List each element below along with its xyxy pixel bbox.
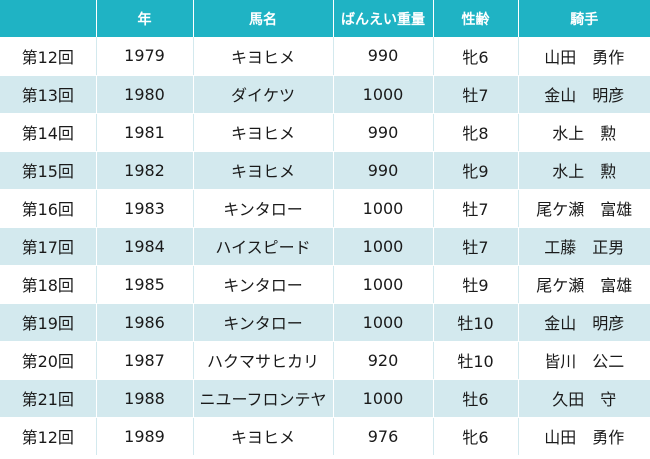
- cell-weight: 990: [333, 113, 434, 152]
- header-jockey: 騎手: [570, 11, 599, 28]
- cell-jockey: 水上 勲: [518, 151, 650, 190]
- cell-sex-age: 牡9: [433, 265, 519, 304]
- cell-horse: ニユーフロンテヤ: [193, 379, 334, 418]
- cell-weight: 1000: [333, 265, 434, 304]
- cell-jockey: 皆川 公二: [518, 341, 650, 380]
- header-horse: 馬名: [193, 0, 334, 37]
- cell-horse: キヨヒメ: [193, 37, 334, 76]
- table-row: 第20回 1987 ハクマサヒカリ 920 牡10 皆川 公二: [0, 341, 650, 380]
- cell-race: 第17回: [0, 227, 97, 266]
- cell-year: 1979: [96, 37, 194, 76]
- cell-year: 1989: [96, 417, 194, 456]
- cell-race: 第12回: [0, 37, 97, 76]
- cell-weight: 1000: [333, 227, 434, 266]
- cell-weight: 1000: [333, 379, 434, 418]
- cell-year: 1985: [96, 265, 194, 304]
- cell-sex-age: 牝8: [433, 113, 519, 152]
- header-race: [0, 0, 97, 37]
- cell-year: 1980: [96, 75, 194, 114]
- header-sex-age: 性齢: [433, 0, 519, 37]
- cell-race: 第13回: [0, 75, 97, 114]
- cell-jockey: 久田 守: [518, 379, 650, 418]
- cell-horse: キヨヒメ: [193, 113, 334, 152]
- cell-jockey: 金山 明彦: [518, 75, 650, 114]
- cell-race: 第14回: [0, 113, 97, 152]
- cell-weight: 976: [333, 417, 434, 456]
- cell-sex-age: 牝6: [433, 37, 519, 76]
- cell-jockey: 水上 勲: [518, 113, 650, 152]
- header-weight: ばんえい重量: [333, 0, 434, 37]
- cell-horse: キンタロー: [193, 303, 334, 342]
- cell-jockey: 尾ケ瀬 富雄: [518, 189, 650, 228]
- cell-weight: 1000: [333, 75, 434, 114]
- cell-race: 第18回: [0, 265, 97, 304]
- cell-sex-age: 牡10: [433, 341, 519, 380]
- cell-horse: キンタロー: [193, 189, 334, 228]
- table-row: 第21回 1988 ニユーフロンテヤ 1000 牡6 久田 守: [0, 379, 650, 418]
- table-row: 第13回 1980 ダイケツ 1000 牡7 金山 明彦: [0, 75, 650, 114]
- table-row: 第12回 1979 キヨヒメ 990 牝6 山田 勇作: [0, 37, 650, 76]
- cell-year: 1981: [96, 113, 194, 152]
- table-row: 第12回 1989 キヨヒメ 976 牝6 山田 勇作: [0, 417, 650, 456]
- cell-jockey: 山田 勇作: [518, 37, 650, 76]
- cell-race: 第15回: [0, 151, 97, 190]
- cell-sex-age: 牡6: [433, 379, 519, 418]
- table-row: 第14回 1981 キヨヒメ 990 牝8 水上 勲: [0, 113, 650, 152]
- cell-jockey: 金山 明彦: [518, 303, 650, 342]
- cell-year: 1982: [96, 151, 194, 190]
- table-row: 第19回 1986 キンタロー 1000 牡10 金山 明彦: [0, 303, 650, 342]
- cell-horse: キンタロー: [193, 265, 334, 304]
- cell-year: 1986: [96, 303, 194, 342]
- cell-year: 1987: [96, 341, 194, 380]
- cell-year: 1984: [96, 227, 194, 266]
- cell-horse: ハイスピード: [193, 227, 334, 266]
- cell-weight: 990: [333, 37, 434, 76]
- cell-horse: ハクマサヒカリ: [193, 341, 334, 380]
- cell-horse: キヨヒメ: [193, 417, 334, 456]
- table-row: 第17回 1984 ハイスピード 1000 牡7 工藤 正男: [0, 227, 650, 266]
- cell-sex-age: 牡7: [433, 227, 519, 266]
- cell-jockey: 山田 勇作: [518, 417, 650, 456]
- cell-sex-age: 牡7: [433, 75, 519, 114]
- table-row: 第18回 1985 キンタロー 1000 牡9 尾ケ瀬 富雄: [0, 265, 650, 304]
- cell-horse: キヨヒメ: [193, 151, 334, 190]
- table-row: 第15回 1982 キヨヒメ 990 牝9 水上 勲: [0, 151, 650, 190]
- table-header: 年 馬名 ばんえい重量 性齢 騎手: [0, 0, 650, 37]
- table-body: 第12回 1979 キヨヒメ 990 牝6 山田 勇作 第13回 1980 ダイ…: [0, 37, 650, 456]
- table-row: 第16回 1983 キンタロー 1000 牡7 尾ケ瀬 富雄: [0, 189, 650, 228]
- cell-weight: 1000: [333, 189, 434, 228]
- cell-race: 第16回: [0, 189, 97, 228]
- cell-weight: 990: [333, 151, 434, 190]
- cell-sex-age: 牝6: [433, 417, 519, 456]
- cell-weight: 920: [333, 341, 434, 380]
- cell-jockey: 工藤 正男: [518, 227, 650, 266]
- cell-race: 第21回: [0, 379, 97, 418]
- header-year: 年: [96, 0, 194, 37]
- cell-jockey: 尾ケ瀬 富雄: [518, 265, 650, 304]
- cell-sex-age: 牡10: [433, 303, 519, 342]
- cell-race: 第12回: [0, 417, 97, 456]
- cell-horse: ダイケツ: [193, 75, 334, 114]
- cell-year: 1983: [96, 189, 194, 228]
- cell-weight: 1000: [333, 303, 434, 342]
- header-row: 年 馬名 ばんえい重量 性齢 騎手: [0, 0, 650, 37]
- cell-sex-age: 牝9: [433, 151, 519, 190]
- cell-sex-age: 牡7: [433, 189, 519, 228]
- cell-race: 第19回: [0, 303, 97, 342]
- cell-year: 1988: [96, 379, 194, 418]
- cell-race: 第20回: [0, 341, 97, 380]
